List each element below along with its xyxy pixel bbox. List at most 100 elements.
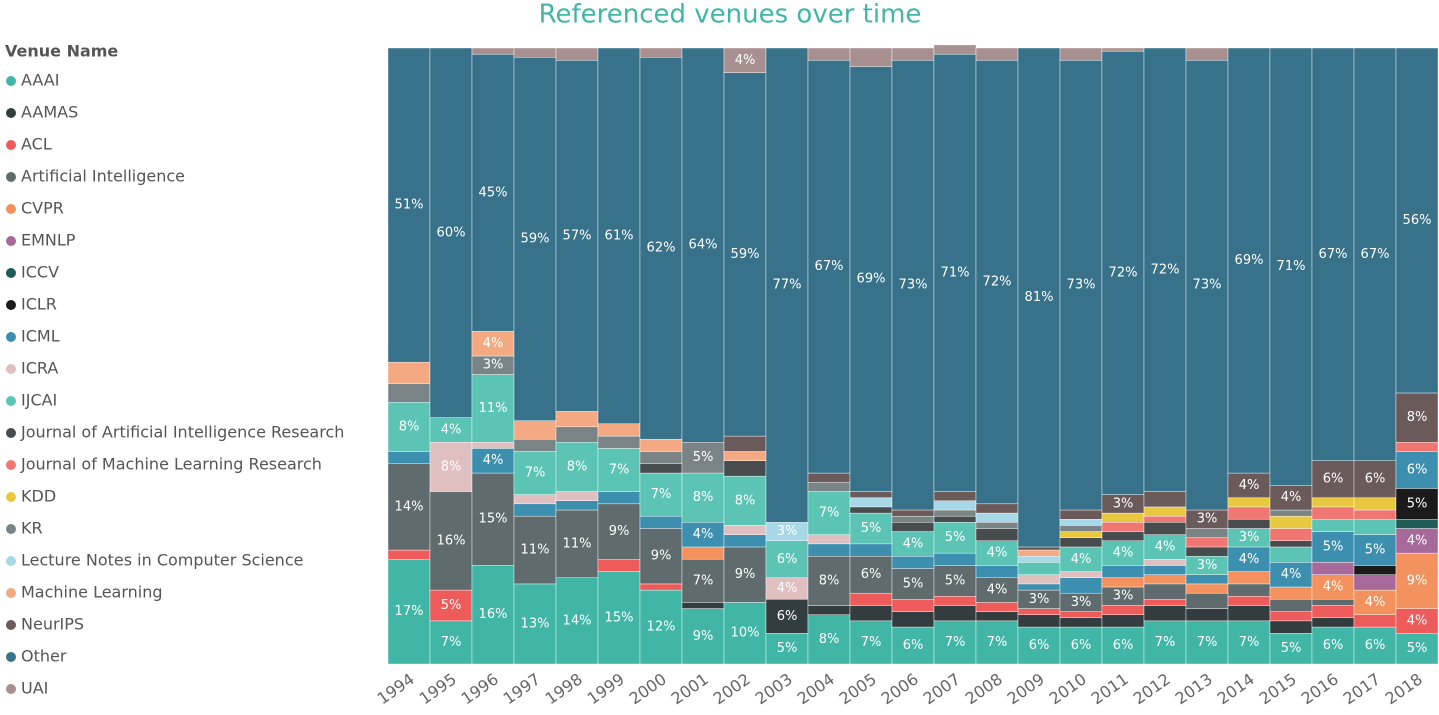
data-label: 3% bbox=[777, 524, 798, 539]
bar-segment bbox=[1311, 626, 1355, 665]
legend-label[interactable]: Other bbox=[21, 647, 67, 666]
legend-label[interactable]: KDD bbox=[21, 487, 56, 506]
x-tick-label: 2007 bbox=[920, 669, 964, 708]
legend-marker[interactable] bbox=[6, 108, 16, 118]
legend-label[interactable]: Lecture Notes in Computer Science bbox=[21, 551, 303, 570]
legend-marker[interactable] bbox=[6, 332, 16, 342]
legend-marker[interactable] bbox=[6, 620, 16, 630]
legend-marker[interactable] bbox=[6, 588, 16, 598]
legend-marker[interactable] bbox=[6, 236, 16, 246]
data-label: 8% bbox=[567, 459, 588, 474]
bar-segment bbox=[1395, 633, 1439, 665]
bar-segment bbox=[597, 435, 641, 449]
data-label: 4% bbox=[1323, 580, 1344, 595]
legend-label[interactable]: Journal of Machine Learning Research bbox=[20, 455, 322, 474]
legend-marker[interactable] bbox=[6, 556, 16, 566]
bar-segment bbox=[891, 60, 935, 511]
bar-segment bbox=[513, 494, 557, 505]
bar-segment bbox=[807, 605, 851, 615]
legend-marker[interactable] bbox=[6, 204, 16, 214]
bar-segment bbox=[639, 451, 683, 465]
bar-segment bbox=[933, 522, 977, 554]
data-label: 7% bbox=[441, 635, 462, 650]
bar-segment bbox=[1185, 47, 1229, 61]
data-label: 7% bbox=[1239, 635, 1260, 650]
data-label: 5% bbox=[945, 573, 966, 588]
legend-marker[interactable] bbox=[6, 460, 16, 470]
bar-segment bbox=[1227, 506, 1271, 520]
legend-label[interactable]: CVPR bbox=[21, 199, 64, 218]
data-label: 3% bbox=[1113, 589, 1134, 604]
legend-marker[interactable] bbox=[6, 364, 16, 374]
x-tick-label: 1995 bbox=[416, 669, 460, 708]
legend-marker[interactable] bbox=[6, 268, 16, 278]
bar-segment bbox=[807, 614, 851, 665]
bar-segment bbox=[1269, 509, 1313, 517]
data-label: 5% bbox=[441, 598, 462, 613]
bar-segment bbox=[555, 47, 599, 61]
bar-segment bbox=[723, 534, 767, 548]
legend-marker[interactable] bbox=[6, 300, 16, 310]
bar-segment bbox=[1269, 540, 1313, 548]
data-label: 8% bbox=[819, 632, 840, 647]
legend-marker[interactable] bbox=[6, 492, 16, 502]
legend-label[interactable]: IJCAI bbox=[21, 391, 57, 410]
bar-segment bbox=[933, 515, 977, 523]
bar-segment bbox=[933, 53, 977, 492]
data-label: 5% bbox=[903, 576, 924, 591]
legend-label[interactable]: NeurIPS bbox=[21, 615, 84, 634]
legend-label[interactable]: KR bbox=[21, 519, 43, 538]
bar-segment bbox=[597, 559, 641, 572]
bar-segment bbox=[723, 47, 767, 73]
bar-segment bbox=[639, 589, 683, 665]
bar-segment bbox=[933, 509, 977, 517]
legend-label[interactable]: Journal of Artificial Intelligence Resea… bbox=[20, 423, 344, 442]
data-label: 57% bbox=[563, 228, 592, 243]
legend-marker[interactable] bbox=[6, 652, 16, 662]
legend-label[interactable]: EMNLP bbox=[21, 231, 76, 250]
legend-label[interactable]: ICRA bbox=[21, 359, 58, 378]
legend-label[interactable]: ICCV bbox=[21, 263, 59, 282]
data-label: 5% bbox=[1407, 496, 1428, 511]
x-tick-label: 2011 bbox=[1088, 669, 1132, 708]
bar-segment bbox=[891, 599, 935, 612]
bar-segment bbox=[933, 491, 977, 501]
bar-segment bbox=[1269, 485, 1313, 511]
data-label: 4% bbox=[1365, 595, 1386, 610]
data-label: 5% bbox=[1365, 543, 1386, 558]
bar-segment bbox=[1059, 626, 1103, 665]
bar-segment bbox=[1395, 519, 1439, 529]
bar-segment bbox=[1353, 589, 1397, 615]
bar-segment bbox=[1311, 574, 1355, 600]
legend-label[interactable]: Artificial Intelligence bbox=[21, 167, 185, 186]
bar-segment bbox=[471, 331, 515, 357]
legend-marker[interactable] bbox=[6, 396, 16, 406]
data-label: 69% bbox=[857, 272, 886, 287]
bar-segment bbox=[1353, 614, 1397, 628]
data-label: 7% bbox=[651, 487, 672, 502]
legend-label[interactable]: ACL bbox=[21, 135, 52, 154]
legend-label[interactable]: ICML bbox=[21, 327, 60, 346]
legend-marker[interactable] bbox=[6, 76, 16, 86]
bar-segment bbox=[807, 491, 851, 535]
legend-label[interactable]: AAAI bbox=[21, 71, 59, 90]
legend-label[interactable]: ICLR bbox=[21, 295, 57, 314]
bar-segment bbox=[639, 472, 683, 517]
x-tick-label: 2017 bbox=[1340, 669, 1384, 708]
legend-label[interactable]: Machine Learning bbox=[21, 583, 163, 602]
data-label: 4% bbox=[777, 581, 798, 596]
bar-segment bbox=[1227, 605, 1271, 622]
data-label: 72% bbox=[983, 275, 1012, 290]
legend-marker[interactable] bbox=[6, 684, 16, 694]
bar-segment bbox=[1101, 50, 1145, 495]
bar-segment bbox=[555, 577, 599, 665]
bar-segment bbox=[1143, 491, 1187, 508]
legend-marker[interactable] bbox=[6, 428, 16, 438]
data-label: 3% bbox=[1197, 558, 1218, 573]
legend-marker[interactable] bbox=[6, 140, 16, 150]
legend-marker[interactable] bbox=[6, 524, 16, 534]
x-tick-label: 2012 bbox=[1130, 669, 1174, 708]
legend-label[interactable]: UAI bbox=[21, 679, 48, 698]
legend-label[interactable]: AAMAS bbox=[21, 103, 78, 122]
legend-marker[interactable] bbox=[6, 172, 16, 182]
